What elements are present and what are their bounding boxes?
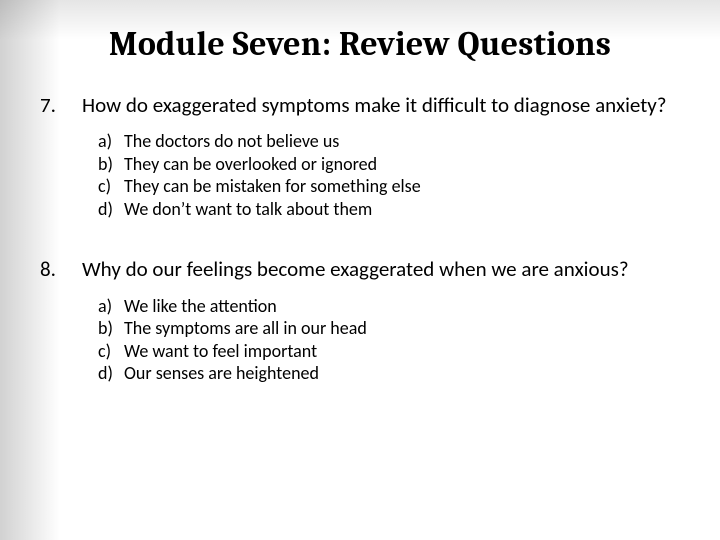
option-text: We want to feel important bbox=[124, 340, 317, 363]
option-letter: c) bbox=[98, 340, 118, 363]
question-block: 7. How do exaggerated symptoms make it d… bbox=[40, 92, 680, 220]
option-letter: a) bbox=[98, 130, 118, 153]
option-text: Our senses are heightened bbox=[124, 362, 319, 385]
option-list: a) We like the attention b) The symptoms… bbox=[98, 295, 680, 385]
option-list: a) The doctors do not believe us b) They… bbox=[98, 130, 680, 220]
option-item: b) They can be overlooked or ignored bbox=[98, 153, 680, 176]
option-text: We don’t want to talk about them bbox=[124, 198, 372, 221]
slide-title: Module Seven: Review Questions bbox=[40, 24, 680, 64]
option-item: d) We don’t want to talk about them bbox=[98, 198, 680, 221]
question-number: 7. bbox=[40, 92, 62, 118]
question-row: 8. Why do our feelings become exaggerate… bbox=[40, 256, 680, 282]
option-text: The symptoms are all in our head bbox=[124, 317, 367, 340]
question-text: How do exaggerated symptoms make it diff… bbox=[82, 92, 680, 118]
question-number: 8. bbox=[40, 256, 62, 282]
option-item: c) We want to feel important bbox=[98, 340, 680, 363]
question-row: 7. How do exaggerated symptoms make it d… bbox=[40, 92, 680, 118]
option-item: b) The symptoms are all in our head bbox=[98, 317, 680, 340]
question-text: Why do our feelings become exaggerated w… bbox=[82, 256, 680, 282]
option-letter: d) bbox=[98, 362, 118, 385]
option-item: c) They can be mistaken for something el… bbox=[98, 175, 680, 198]
slide-content: Module Seven: Review Questions 7. How do… bbox=[0, 0, 720, 540]
option-letter: d) bbox=[98, 198, 118, 221]
option-letter: c) bbox=[98, 175, 118, 198]
option-item: d) Our senses are heightened bbox=[98, 362, 680, 385]
question-block: 8. Why do our feelings become exaggerate… bbox=[40, 256, 680, 384]
option-letter: b) bbox=[98, 153, 118, 176]
option-item: a) The doctors do not believe us bbox=[98, 130, 680, 153]
option-text: They can be mistaken for something else bbox=[124, 175, 421, 198]
option-text: The doctors do not believe us bbox=[124, 130, 339, 153]
option-text: We like the attention bbox=[124, 295, 277, 318]
option-letter: a) bbox=[98, 295, 118, 318]
option-letter: b) bbox=[98, 317, 118, 340]
option-text: They can be overlooked or ignored bbox=[124, 153, 377, 176]
option-item: a) We like the attention bbox=[98, 295, 680, 318]
